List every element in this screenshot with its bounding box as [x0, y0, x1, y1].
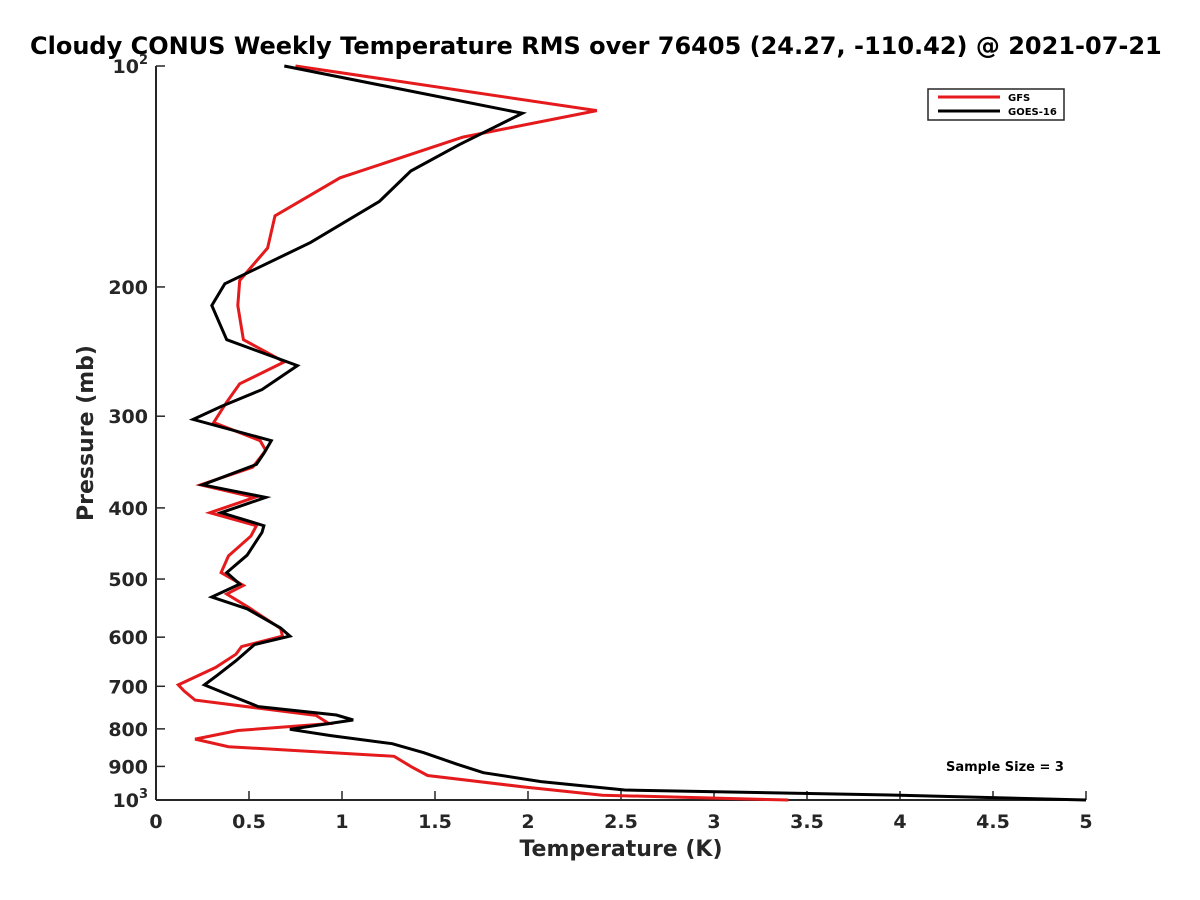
sample-size-annotation: Sample Size = 3	[946, 760, 1064, 775]
y-tick-label: 102	[113, 53, 149, 78]
legend-label-goes16: GOES-16	[1008, 107, 1057, 118]
plot-area: 102 200 300 400 500 600 700 800 900 103 0 0.5 1 1.5 2…	[108, 53, 1092, 833]
y-tick-label: 500	[108, 569, 148, 591]
series-line-goes16	[188, 64, 1087, 802]
x-tick-label: 4.5	[976, 811, 1010, 833]
y-tick-label: 600	[108, 627, 148, 649]
y-tick-label: 800	[108, 719, 148, 741]
series-line-gfs	[175, 64, 789, 802]
x-tick-label: 0	[149, 811, 162, 833]
y-tick-label: 200	[108, 277, 148, 299]
chart-title: Cloudy CONUS Weekly Temperature RMS over…	[30, 32, 1162, 60]
series-layer	[175, 64, 1087, 802]
x-ticks: 0 0.5 1 1.5 2 2.5 3 3.5 4 4.5 5	[149, 791, 1093, 833]
y-tick-label: 400	[108, 498, 148, 520]
x-tick-label: 1.5	[418, 811, 452, 833]
x-tick-label: 1	[335, 811, 348, 833]
legend-box	[927, 88, 1065, 121]
x-tick-label: 4	[893, 811, 906, 833]
y-tick-label: 103	[113, 787, 149, 812]
y-tick-label: 900	[108, 756, 148, 778]
y-tick-label: 700	[108, 676, 148, 698]
y-tick-label: 300	[108, 406, 148, 428]
x-tick-label: 0.5	[232, 811, 266, 833]
legend: GFS GOES-16	[927, 88, 1065, 121]
y-ticks: 102 200 300 400 500 600 700 800 900 103	[108, 53, 165, 812]
x-tick-label: 3.5	[790, 811, 824, 833]
y-axis-label: Pressure (mb)	[74, 345, 99, 521]
x-tick-label: 2.5	[604, 811, 638, 833]
legend-label-gfs: GFS	[1008, 93, 1030, 104]
x-axis-label: Temperature (K)	[519, 837, 722, 862]
x-tick-label: 2	[521, 811, 534, 833]
x-tick-label: 5	[1079, 811, 1092, 833]
x-tick-label: 3	[707, 811, 720, 833]
